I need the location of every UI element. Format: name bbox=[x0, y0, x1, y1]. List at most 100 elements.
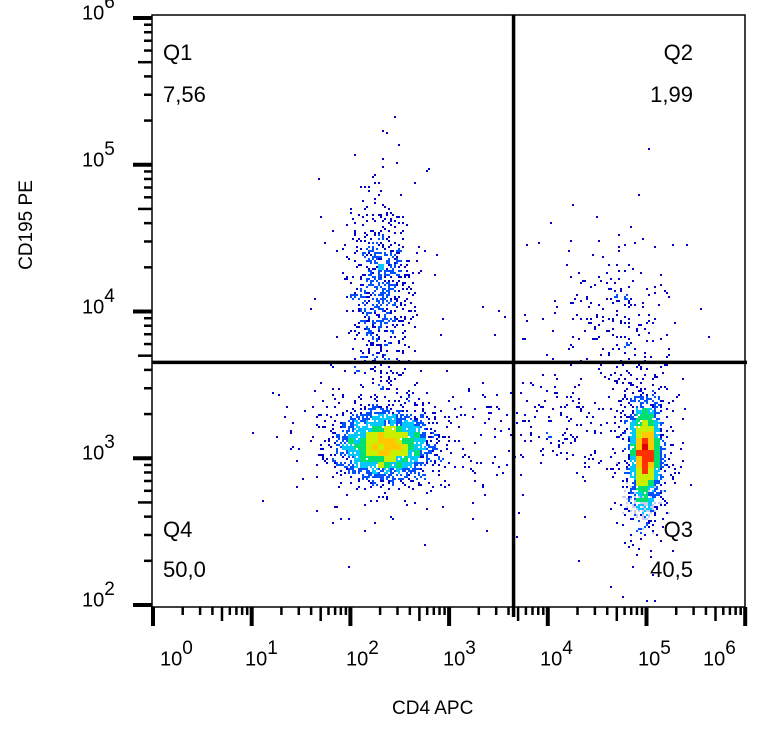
event-dot bbox=[354, 324, 356, 326]
event-dot bbox=[368, 352, 370, 354]
event-dot bbox=[660, 400, 662, 402]
event-dot bbox=[412, 436, 414, 438]
event-dot bbox=[510, 392, 512, 394]
event-dot bbox=[402, 482, 404, 484]
event-dot bbox=[396, 446, 398, 448]
event-dot bbox=[642, 504, 644, 506]
event-dot bbox=[348, 434, 350, 436]
event-dot bbox=[622, 364, 624, 366]
event-dot bbox=[364, 458, 366, 460]
event-dot bbox=[368, 268, 370, 270]
event-dot bbox=[618, 348, 620, 350]
event-dot bbox=[648, 470, 650, 472]
event-dot bbox=[380, 478, 382, 480]
event-dot bbox=[390, 420, 392, 422]
event-dot bbox=[398, 400, 400, 402]
event-dot bbox=[354, 420, 356, 422]
event-dot bbox=[376, 476, 378, 478]
event-dot bbox=[500, 420, 502, 422]
event-dot bbox=[622, 596, 624, 598]
event-dot bbox=[392, 478, 394, 480]
event-dot bbox=[654, 470, 656, 472]
event-dot bbox=[572, 400, 574, 402]
event-dot bbox=[654, 474, 656, 476]
event-dot bbox=[396, 258, 398, 260]
event-dot bbox=[454, 440, 456, 442]
event-dot bbox=[526, 320, 528, 322]
event-dot bbox=[414, 432, 416, 434]
event-dot bbox=[646, 458, 648, 460]
event-dot bbox=[406, 444, 408, 446]
event-dot bbox=[416, 436, 418, 438]
event-dot bbox=[366, 420, 368, 422]
event-dot bbox=[372, 464, 374, 466]
event-dot bbox=[632, 452, 634, 454]
event-dot bbox=[492, 462, 494, 464]
event-dot bbox=[360, 430, 362, 432]
y-tick-label: 106 bbox=[82, 0, 115, 26]
event-dot bbox=[398, 446, 400, 448]
event-dot bbox=[342, 464, 344, 466]
event-dot bbox=[346, 276, 348, 278]
event-dot bbox=[408, 448, 410, 450]
event-dot bbox=[376, 440, 378, 442]
event-dot bbox=[664, 500, 666, 502]
event-dot bbox=[376, 344, 378, 346]
event-dot bbox=[380, 252, 382, 254]
event-dot bbox=[614, 372, 616, 374]
event-dot bbox=[384, 270, 386, 272]
event-dot bbox=[368, 186, 370, 188]
event-dot bbox=[626, 388, 628, 390]
y-tick-label: 104 bbox=[82, 286, 115, 320]
event-dot bbox=[374, 262, 376, 264]
event-dot bbox=[418, 428, 420, 430]
event-dot bbox=[366, 248, 368, 250]
event-dot bbox=[356, 424, 358, 426]
event-dot bbox=[418, 484, 420, 486]
event-dot bbox=[392, 270, 394, 272]
event-dot bbox=[398, 410, 400, 412]
event-dot bbox=[344, 426, 346, 428]
event-dot bbox=[626, 466, 628, 468]
event-dot bbox=[378, 442, 380, 444]
event-dot bbox=[370, 442, 372, 444]
event-dot bbox=[414, 438, 416, 440]
event-dot bbox=[366, 296, 368, 298]
event-dot bbox=[642, 302, 644, 304]
event-dot bbox=[398, 442, 400, 444]
event-dot bbox=[634, 396, 636, 398]
event-dot bbox=[384, 492, 386, 494]
event-dot bbox=[406, 422, 408, 424]
event-dot bbox=[404, 418, 406, 420]
event-dot bbox=[474, 408, 476, 410]
event-dot bbox=[416, 454, 418, 456]
event-dot bbox=[636, 454, 638, 456]
event-dot bbox=[640, 488, 642, 490]
event-dot bbox=[388, 280, 390, 282]
event-dot bbox=[400, 396, 402, 398]
event-dot bbox=[436, 448, 438, 450]
event-dot bbox=[644, 424, 646, 426]
event-dot bbox=[374, 182, 376, 184]
event-dot bbox=[392, 434, 394, 436]
event-dot bbox=[374, 458, 376, 460]
event-dot bbox=[634, 354, 636, 356]
event-dot bbox=[382, 434, 384, 436]
event-dot bbox=[368, 446, 370, 448]
event-dot bbox=[652, 524, 654, 526]
event-dot bbox=[400, 454, 402, 456]
event-dot bbox=[646, 480, 648, 482]
event-dot bbox=[612, 302, 614, 304]
event-dot bbox=[404, 462, 406, 464]
event-dot bbox=[382, 408, 384, 410]
event-dot bbox=[638, 488, 640, 490]
event-dot bbox=[646, 494, 648, 496]
event-dot bbox=[378, 420, 380, 422]
event-dot bbox=[362, 436, 364, 438]
event-dot bbox=[638, 476, 640, 478]
event-dot bbox=[370, 452, 372, 454]
event-dot bbox=[594, 284, 596, 286]
event-dot bbox=[546, 390, 548, 392]
event-dot bbox=[378, 268, 380, 270]
event-dot bbox=[652, 482, 654, 484]
